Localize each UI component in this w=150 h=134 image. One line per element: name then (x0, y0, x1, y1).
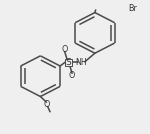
Text: O: O (61, 45, 68, 54)
Text: Br: Br (128, 4, 137, 13)
Text: O: O (69, 71, 75, 80)
Text: S: S (66, 58, 71, 67)
Bar (65, 59, 72, 66)
Text: NH: NH (76, 58, 87, 67)
Text: O: O (43, 100, 50, 109)
